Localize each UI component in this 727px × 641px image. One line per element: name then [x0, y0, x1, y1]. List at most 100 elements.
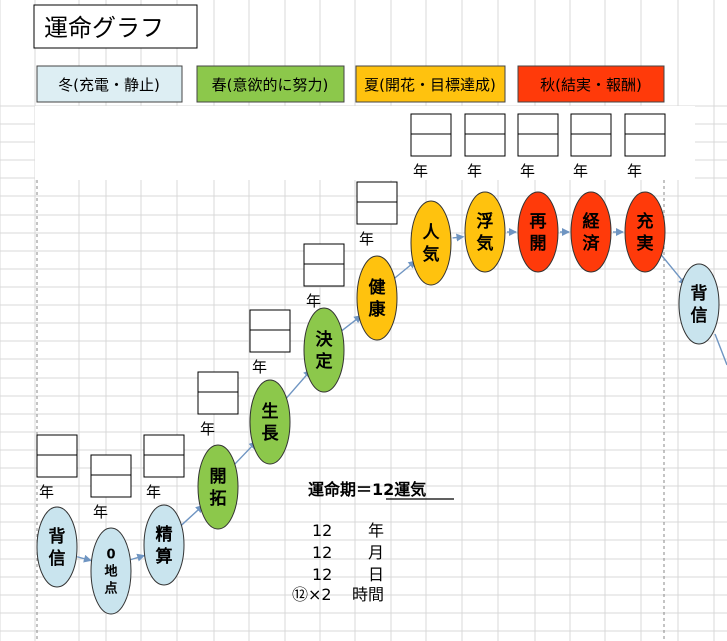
- year-input-box: [570, 113, 612, 157]
- year-input-box: [143, 434, 185, 478]
- fortune-node-label-line: 地: [104, 564, 117, 580]
- flow-arrow: [231, 440, 257, 468]
- info-row-2-unit: 月: [368, 543, 384, 562]
- fortune-node-label: 精算: [155, 524, 173, 567]
- year-label: 年: [39, 483, 54, 501]
- flow-arrow: [282, 369, 312, 403]
- fortune-node: 経済: [570, 191, 612, 273]
- fortune-node: 精算: [143, 504, 185, 586]
- fortune-node-ellipse: [197, 444, 239, 530]
- fortune-node-label-line: 生: [262, 401, 279, 422]
- fortune-node-label-line: 信: [691, 305, 708, 326]
- info-row-4-unit: 時間: [352, 585, 384, 604]
- year-label: 年: [146, 483, 161, 501]
- info-row-3-unit: 日: [368, 565, 384, 584]
- fortune-node-label: 健康: [369, 277, 387, 320]
- fortune-node-ellipse: [624, 191, 666, 273]
- legend-swatch-autumn: [517, 65, 665, 103]
- fortune-node-label-line: 長: [262, 424, 280, 444]
- fortune-node: 再開: [517, 191, 559, 273]
- fortune-node-label: 充実: [637, 211, 654, 254]
- legend-swatch-winter: [36, 65, 183, 103]
- fortune-node: 背信: [36, 506, 78, 588]
- fortune-node-label-line: 人: [423, 223, 441, 243]
- fortune-node-label: 背信: [691, 283, 708, 326]
- year-label: 年: [93, 503, 108, 521]
- year-input-box: [624, 113, 666, 157]
- flow-arrow: [339, 315, 363, 333]
- fortune-node-label-line: 0: [106, 548, 115, 563]
- fortune-node-label-line: 開: [530, 234, 547, 254]
- fortune-node-ellipse: [570, 191, 612, 273]
- fortune-node-ellipse: [464, 191, 506, 273]
- year-input-box: [197, 371, 239, 415]
- fortune-node-ellipse: [678, 263, 720, 345]
- fortune-node: 背信: [678, 263, 720, 345]
- fortune-node-label-line: 再: [530, 212, 547, 232]
- year-label: 年: [627, 162, 642, 180]
- flow-arrow: [657, 250, 687, 286]
- fortune-node-label: 生長: [262, 401, 280, 444]
- fortune-node: 浮気: [464, 191, 506, 273]
- fortune-node-ellipse: [410, 200, 452, 286]
- year-input-box: [517, 113, 559, 157]
- fortune-node: 健康: [356, 255, 398, 341]
- year-label: 年: [359, 230, 374, 248]
- year-input-box: [249, 309, 291, 353]
- fortune-node-label-line: 済: [583, 233, 601, 254]
- fortune-node: 生長: [249, 379, 291, 465]
- fortune-node-ellipse: [143, 504, 185, 586]
- fortune-node-label: 再開: [530, 212, 547, 254]
- info-block: 運命期＝12運気 12 年 12 月 12 日 ⑫×2 時間: [292, 480, 454, 604]
- year-input-box: [464, 113, 506, 157]
- legend-label-winter: 冬(充電・静止): [58, 76, 160, 94]
- year-label: 年: [252, 358, 267, 376]
- season-legend: 冬(充電・静止) 春(意欲的に努力) 夏(開花・目標達成) 秋(結実・報酬): [36, 65, 665, 103]
- flow-arrow: [178, 504, 204, 528]
- fortune-node-label: 開拓: [210, 467, 227, 509]
- fortune-node-label: 0 地点: [104, 548, 117, 597]
- fortune-node-label-line: 算: [155, 546, 173, 567]
- fortune-node-label-line: 経: [583, 211, 601, 232]
- legend-label-spring: 春(意欲的に努力): [212, 76, 329, 94]
- fortune-node-label-line: 背: [691, 283, 708, 304]
- year-input-box: [36, 434, 78, 478]
- flow-arrow: [391, 260, 417, 281]
- info-row-2-num: 12: [312, 543, 332, 562]
- fortune-node-label: 決定: [316, 329, 334, 372]
- year-label: 年: [573, 162, 588, 180]
- fortune-node-ellipse: [90, 527, 132, 615]
- page-title: 運命グラフ: [44, 14, 164, 42]
- legend-label-autumn: 秋(結実・報酬): [540, 76, 642, 94]
- fortune-node-label-line: 浮: [477, 211, 494, 232]
- year-label: 年: [306, 292, 321, 310]
- fortune-node: 決定: [303, 307, 345, 393]
- column-guides: [36, 180, 665, 641]
- legend-swatch-spring: [196, 65, 345, 103]
- fortune-node-ellipse: [517, 191, 559, 273]
- fortune-node-ellipse: [303, 307, 345, 393]
- fortune-node-label-line: 康: [369, 299, 387, 320]
- info-row-4-num: ⑫×2: [292, 585, 332, 604]
- info-row-3-num: 12: [312, 565, 332, 584]
- fortune-node: 開拓: [197, 444, 239, 530]
- flow-arrows: [76, 228, 727, 563]
- flow-arrow-exit: [714, 333, 727, 366]
- fortune-node-label-line: 点: [104, 581, 117, 597]
- legend-label-summer: 夏(開花・目標達成): [364, 76, 496, 94]
- year-input-box: [90, 454, 132, 498]
- fortune-node-ellipse: [249, 379, 291, 465]
- year-boxes: 年年年年年年年年年年年年: [36, 113, 666, 521]
- fortune-node-label: 経済: [583, 211, 601, 254]
- fortune-node-ellipse: [36, 506, 78, 588]
- year-input-box: [303, 243, 345, 287]
- fortune-node-label-line: 精: [156, 524, 173, 545]
- info-row-1-num: 12: [312, 521, 332, 540]
- fortune-node: 人気: [410, 200, 452, 286]
- fortune-node-label-line: 実: [637, 233, 654, 254]
- fortune-node: 充実: [624, 191, 666, 273]
- fortune-node-label: 浮気: [476, 211, 494, 254]
- fortune-node-label-line: 気: [422, 244, 440, 265]
